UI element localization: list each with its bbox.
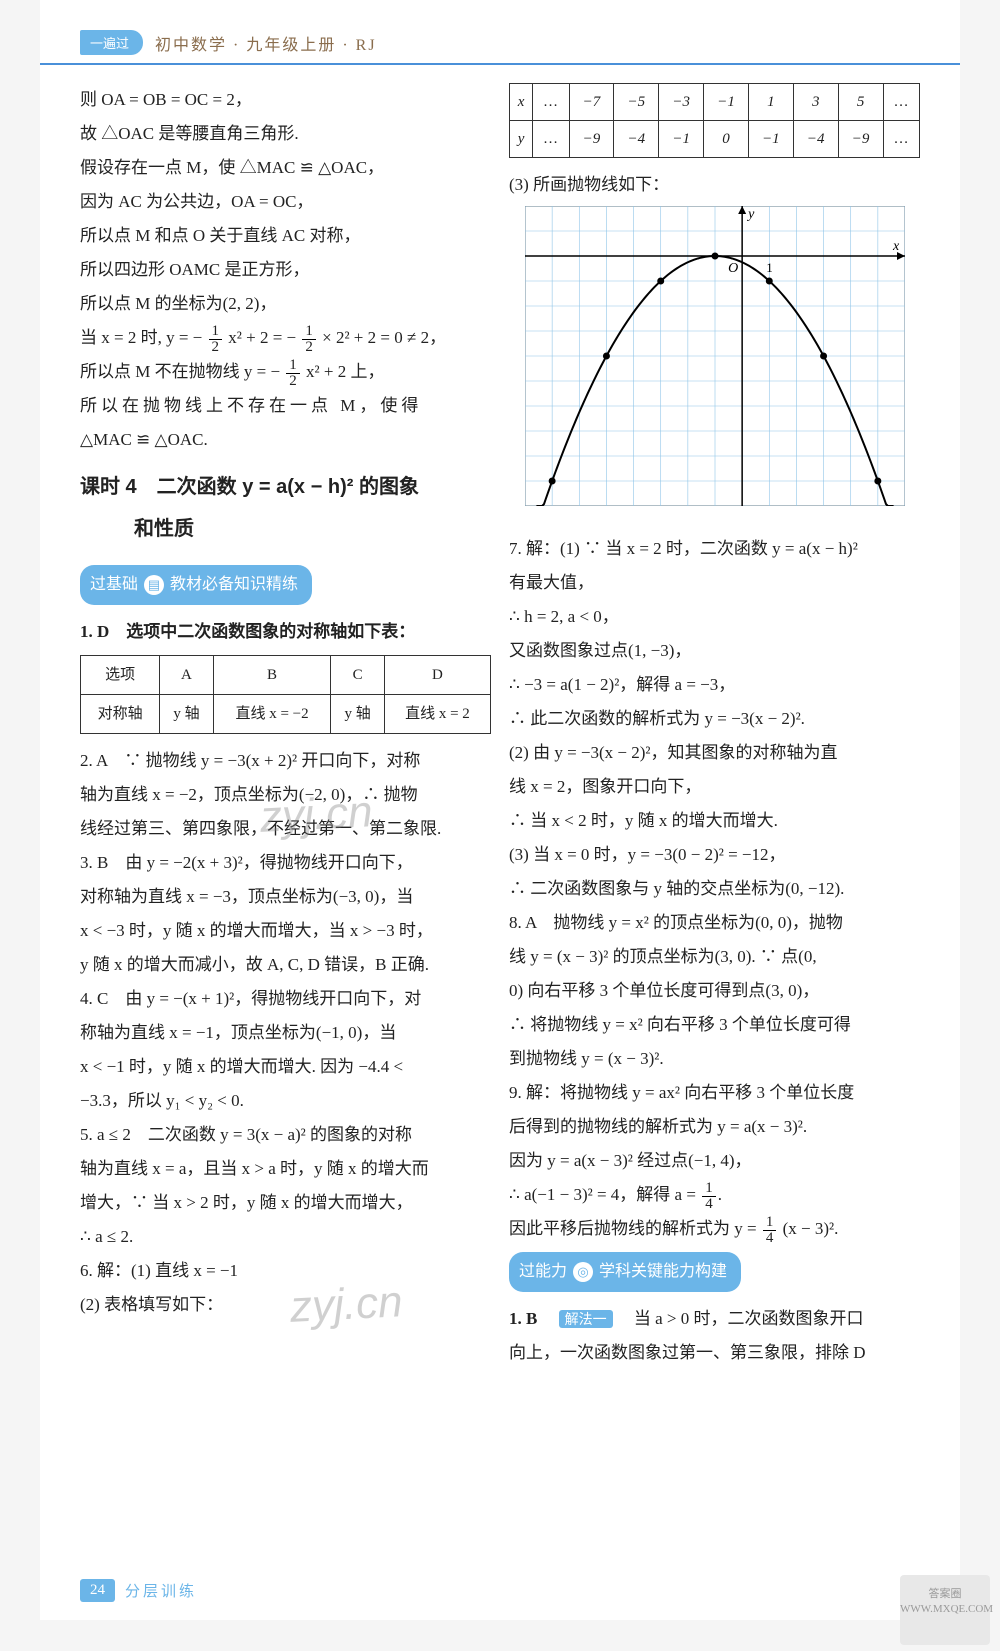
body-line: 所以点 M 和点 O 关于直线 AC 对称， bbox=[80, 219, 491, 253]
footer: 24 分层训练 bbox=[80, 1579, 197, 1602]
table-row: y … −9 −4 −1 0 −1 −4 −9 … bbox=[510, 121, 920, 158]
body-line: 称轴为直线 x = −1，顶点坐标为(−1, 0)，当 bbox=[80, 1016, 491, 1050]
q5: 5. a ≤ 2 二次函数 y = 3(x − a)² 的图象的对称 bbox=[80, 1118, 491, 1152]
r1: 1. B 解法一 当 a > 0 时，二次函数图象开口 bbox=[509, 1302, 920, 1336]
body-line: ∴ 二次函数图象与 y 轴的交点坐标为(0, −12). bbox=[509, 872, 920, 906]
body-line: 所以点 M 的坐标为(2, 2)， bbox=[80, 287, 491, 321]
section-pill-basics: 过基础 ▤ 教材必备知识精练 bbox=[80, 565, 312, 605]
body-line: 当 x = 2 时, y = − 12 x² + 2 = − 12 × 2² +… bbox=[80, 321, 491, 355]
body-line: y 随 x 的增大而减小，故 A, C, D 错误，B 正确. bbox=[80, 948, 491, 982]
body-line: △MAC ≌ △OAC. bbox=[80, 423, 491, 457]
right-column: x … −7 −5 −3 −1 1 3 5 … y … −9 −4 −1 bbox=[509, 83, 920, 1370]
body-line: 后得到的抛物线的解析式为 y = a(x − 3)². bbox=[509, 1110, 920, 1144]
body-line: 对称轴为直线 x = −3，顶点坐标为(−3, 0)，当 bbox=[80, 880, 491, 914]
fraction: 12 bbox=[286, 358, 300, 389]
body-line: x < −3 时，y 随 x 的增大而增大，当 x > −3 时， bbox=[80, 914, 491, 948]
xy-table: x … −7 −5 −3 −1 1 3 5 … y … −9 −4 −1 bbox=[509, 83, 920, 158]
body-line: 因此平移后抛物线的解析式为 y = 14 (x − 3)². bbox=[509, 1212, 920, 1246]
q8: 8. A 抛物线 y = x² 的顶点坐标为(0, 0)，抛物 bbox=[509, 906, 920, 940]
body-line: 线经过第三、第四象限，不经过第一、第二象限. bbox=[80, 812, 491, 846]
body-line: 0) 向右平移 3 个单位长度可得到点(3, 0)， bbox=[509, 974, 920, 1008]
parabola-graph: y x O 1 bbox=[509, 206, 920, 518]
body-line: −3.3，所以 y₁ < y₂ < 0. bbox=[80, 1084, 491, 1118]
body-line: 则 OA = OB = OC = 2， bbox=[80, 83, 491, 117]
fraction: 14 bbox=[763, 1215, 777, 1246]
body-line: ∴ 此二次函数的解析式为 y = −3(x − 2)². bbox=[509, 702, 920, 736]
header: 一遍过 初中数学 · 九年级上册 · RJ bbox=[40, 30, 960, 65]
svg-text:x: x bbox=[892, 239, 900, 254]
body-line: 线 x = 2，图象开口向下， bbox=[509, 770, 920, 804]
body-line: 又函数图象过点(1, −3)， bbox=[509, 634, 920, 668]
body-line: 线 y = (x − 3)² 的顶点坐标为(3, 0). ∵ 点(0, bbox=[509, 940, 920, 974]
book-subtitle: 初中数学 · 九年级上册 · RJ bbox=[155, 31, 377, 55]
options-table: 选项 A B C D 对称轴 y 轴 直线 x = −2 y 轴 直线 x = … bbox=[80, 655, 491, 734]
footer-label: 分层训练 bbox=[125, 1580, 197, 1601]
q6: 6. 解：(1) 直线 x = −1 bbox=[80, 1254, 491, 1288]
body-line: (2) 由 y = −3(x − 2)²，知其图象的对称轴为直 bbox=[509, 736, 920, 770]
svg-text:1: 1 bbox=[766, 260, 773, 275]
q3: 3. B 由 y = −2(x + 3)²，得抛物线开口向下， bbox=[80, 846, 491, 880]
q9: 9. 解：将抛物线 y = ax² 向右平移 3 个单位长度 bbox=[509, 1076, 920, 1110]
page-number: 24 bbox=[80, 1579, 115, 1602]
target-icon: ◎ bbox=[573, 1262, 593, 1282]
body-line: ∴ a ≤ 2. bbox=[80, 1220, 491, 1254]
q1: 1. D 选项中二次函数图象的对称轴如下表： bbox=[80, 615, 491, 649]
q7: 7. 解：(1) ∵ 当 x = 2 时，二次函数 y = a(x − h)² bbox=[509, 532, 920, 566]
body-line: x < −1 时，y 随 x 的增大而增大. 因为 −4.4 < bbox=[80, 1050, 491, 1084]
body-line: (2) 表格填写如下： bbox=[80, 1288, 491, 1322]
body-line: 所以点 M 不在抛物线 y = − 12 x² + 2 上， bbox=[80, 355, 491, 389]
fraction: 12 bbox=[209, 324, 223, 355]
fraction: 14 bbox=[702, 1181, 716, 1212]
body-line: ∴ a(−1 − 3)² = 4，解得 a = 14. bbox=[509, 1178, 920, 1212]
body-line: ∴ h = 2, a < 0， bbox=[509, 600, 920, 634]
page: 一遍过 初中数学 · 九年级上册 · RJ 则 OA = OB = OC = 2… bbox=[40, 0, 960, 1620]
left-column: 则 OA = OB = OC = 2， 故 △OAC 是等腰直角三角形. 假设存… bbox=[80, 83, 491, 1370]
table-row: 对称轴 y 轴 直线 x = −2 y 轴 直线 x = 2 bbox=[81, 695, 491, 734]
body-line: 轴为直线 x = a，且当 x > a 时，y 随 x 的增大而 bbox=[80, 1152, 491, 1186]
body-line: 因为 AC 为公共边，OA = OC， bbox=[80, 185, 491, 219]
body-line: ∴ 当 x < 2 时，y 随 x 的增大而增大. bbox=[509, 804, 920, 838]
table-row: 选项 A B C D bbox=[81, 656, 491, 695]
table-row: x … −7 −5 −3 −1 1 3 5 … bbox=[510, 84, 920, 121]
svg-text:y: y bbox=[746, 207, 755, 222]
body-line: 所以四边形 OAMC 是正方形， bbox=[80, 253, 491, 287]
body-line: 假设存在一点 M，使 △MAC ≌ △OAC， bbox=[80, 151, 491, 185]
method-tag: 解法一 bbox=[559, 1310, 613, 1328]
source-stamp: 答案圈 WWW.MXQE.COM bbox=[900, 1575, 990, 1645]
body-line: (3) 所画抛物线如下： bbox=[509, 168, 920, 202]
body-line: ∴ −3 = a(1 − 2)²，解得 a = −3， bbox=[509, 668, 920, 702]
body-line: 轴为直线 x = −2，顶点坐标为(−2, 0)，∴ 抛物 bbox=[80, 778, 491, 812]
body-line: 到抛物线 y = (x − 3)². bbox=[509, 1042, 920, 1076]
q2: 2. A ∵ 抛物线 y = −3(x + 2)² 开口向下，对称 bbox=[80, 744, 491, 778]
body-line: 所以在抛物线上不存在一点 M，使得 bbox=[80, 389, 491, 423]
svg-text:O: O bbox=[728, 261, 738, 276]
columns: 则 OA = OB = OC = 2， 故 △OAC 是等腰直角三角形. 假设存… bbox=[40, 83, 960, 1370]
body-line: 有最大值， bbox=[509, 566, 920, 600]
doc-icon: ▤ bbox=[144, 575, 164, 595]
q4: 4. C 由 y = −(x + 1)²，得抛物线开口向下，对 bbox=[80, 982, 491, 1016]
body-line: 因为 y = a(x − 3)² 经过点(−1, 4)， bbox=[509, 1144, 920, 1178]
lesson-title: 课时 4 二次函数 y = a(x − h)² 的图象 bbox=[80, 467, 491, 507]
body-line: (3) 当 x = 0 时，y = −3(0 − 2)² = −12， bbox=[509, 838, 920, 872]
lesson-subtitle: 和性质 bbox=[134, 509, 491, 549]
fraction: 12 bbox=[302, 324, 316, 355]
body-line: ∴ 将抛物线 y = x² 向右平移 3 个单位长度可得 bbox=[509, 1008, 920, 1042]
series-tag: 一遍过 bbox=[80, 30, 143, 55]
body-line: 向上，一次函数图象过第一、第三象限，排除 D bbox=[509, 1336, 920, 1370]
body-line: 增大，∵ 当 x > 2 时，y 随 x 的增大而增大， bbox=[80, 1186, 491, 1220]
section-pill-ability: 过能力 ◎ 学科关键能力构建 bbox=[509, 1252, 741, 1292]
parabola-svg: y x O 1 bbox=[525, 206, 905, 506]
body-line: 故 △OAC 是等腰直角三角形. bbox=[80, 117, 491, 151]
